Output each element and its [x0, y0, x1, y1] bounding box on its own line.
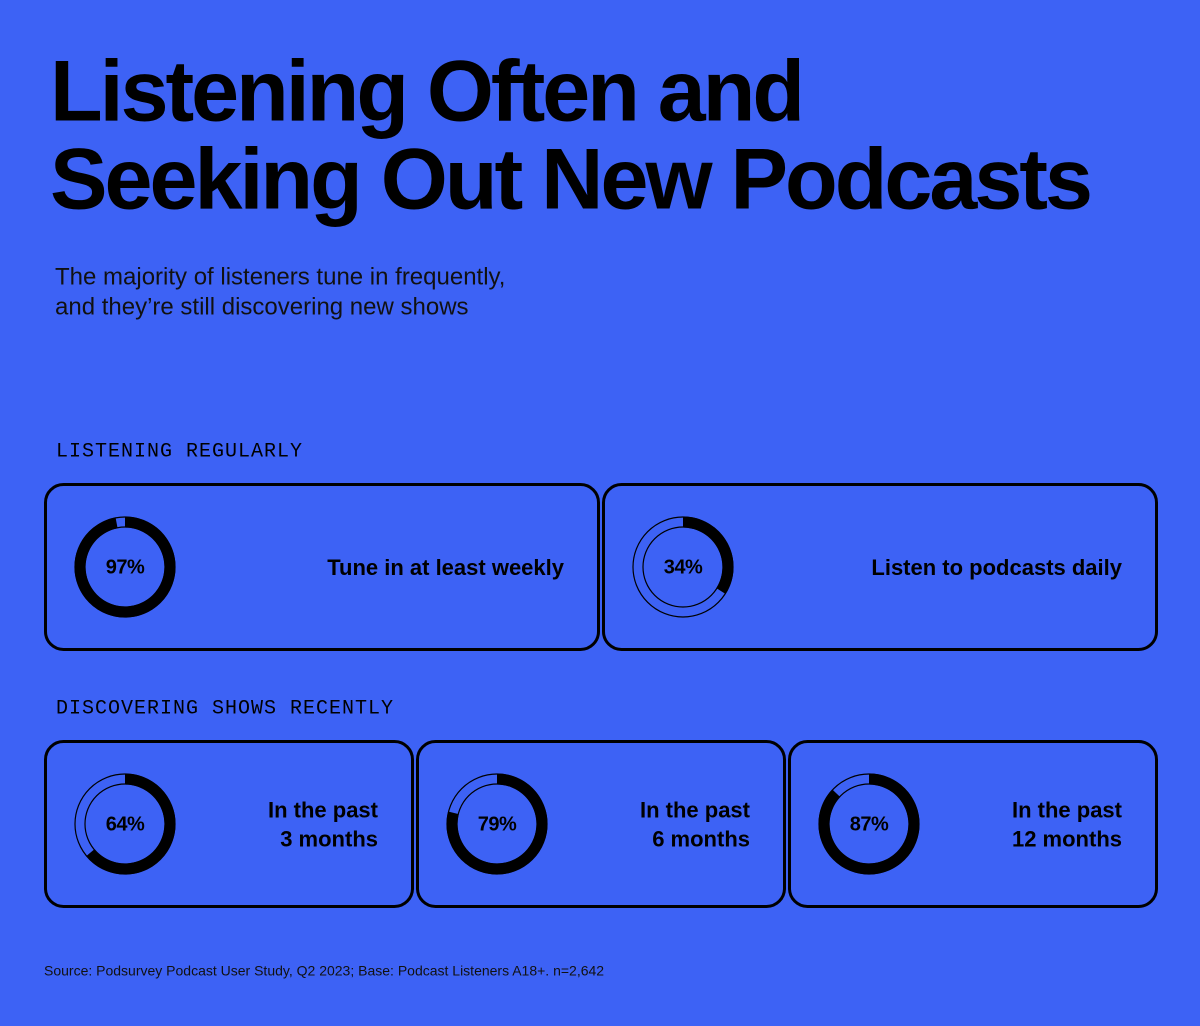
- card-label: Listen to podcasts daily: [871, 555, 1122, 580]
- title-line: Listening Often and: [50, 44, 802, 140]
- card: [416, 740, 786, 908]
- value-label: 34%: [664, 556, 703, 578]
- gauge-arc: [818, 773, 920, 875]
- gauge-arc: [446, 773, 548, 875]
- value-label: 87%: [850, 813, 889, 835]
- card: [602, 483, 1158, 651]
- card: [788, 740, 1158, 908]
- card: [44, 483, 600, 651]
- value-label: 97%: [106, 556, 145, 578]
- title-line: Seeking Out New Podcasts: [50, 132, 1090, 228]
- subtitle-line: and they’re still discovering new shows: [55, 293, 469, 320]
- card-label: In the past: [640, 797, 751, 822]
- section-heading: LISTENING REGULARLY: [56, 440, 303, 463]
- card-label: Tune in at least weekly: [327, 555, 565, 580]
- gauge-arc: [682, 516, 734, 595]
- source: Source: Podsurvey Podcast User Study, Q2…: [44, 963, 604, 979]
- gauge-arc: [86, 773, 176, 875]
- value-label: 64%: [106, 813, 145, 835]
- card-label: 6 months: [652, 826, 750, 851]
- card-label: In the past: [268, 797, 379, 822]
- section-heading: DISCOVERING SHOWS RECENTLY: [56, 697, 394, 720]
- subtitle-line: The majority of listeners tune in freque…: [55, 263, 505, 290]
- card-label: 3 months: [280, 826, 378, 851]
- value-label: 79%: [478, 813, 517, 835]
- card: [44, 740, 414, 908]
- gauge-arc: [74, 516, 176, 618]
- card-label: In the past: [1012, 797, 1123, 822]
- card-label: 12 months: [1012, 826, 1122, 851]
